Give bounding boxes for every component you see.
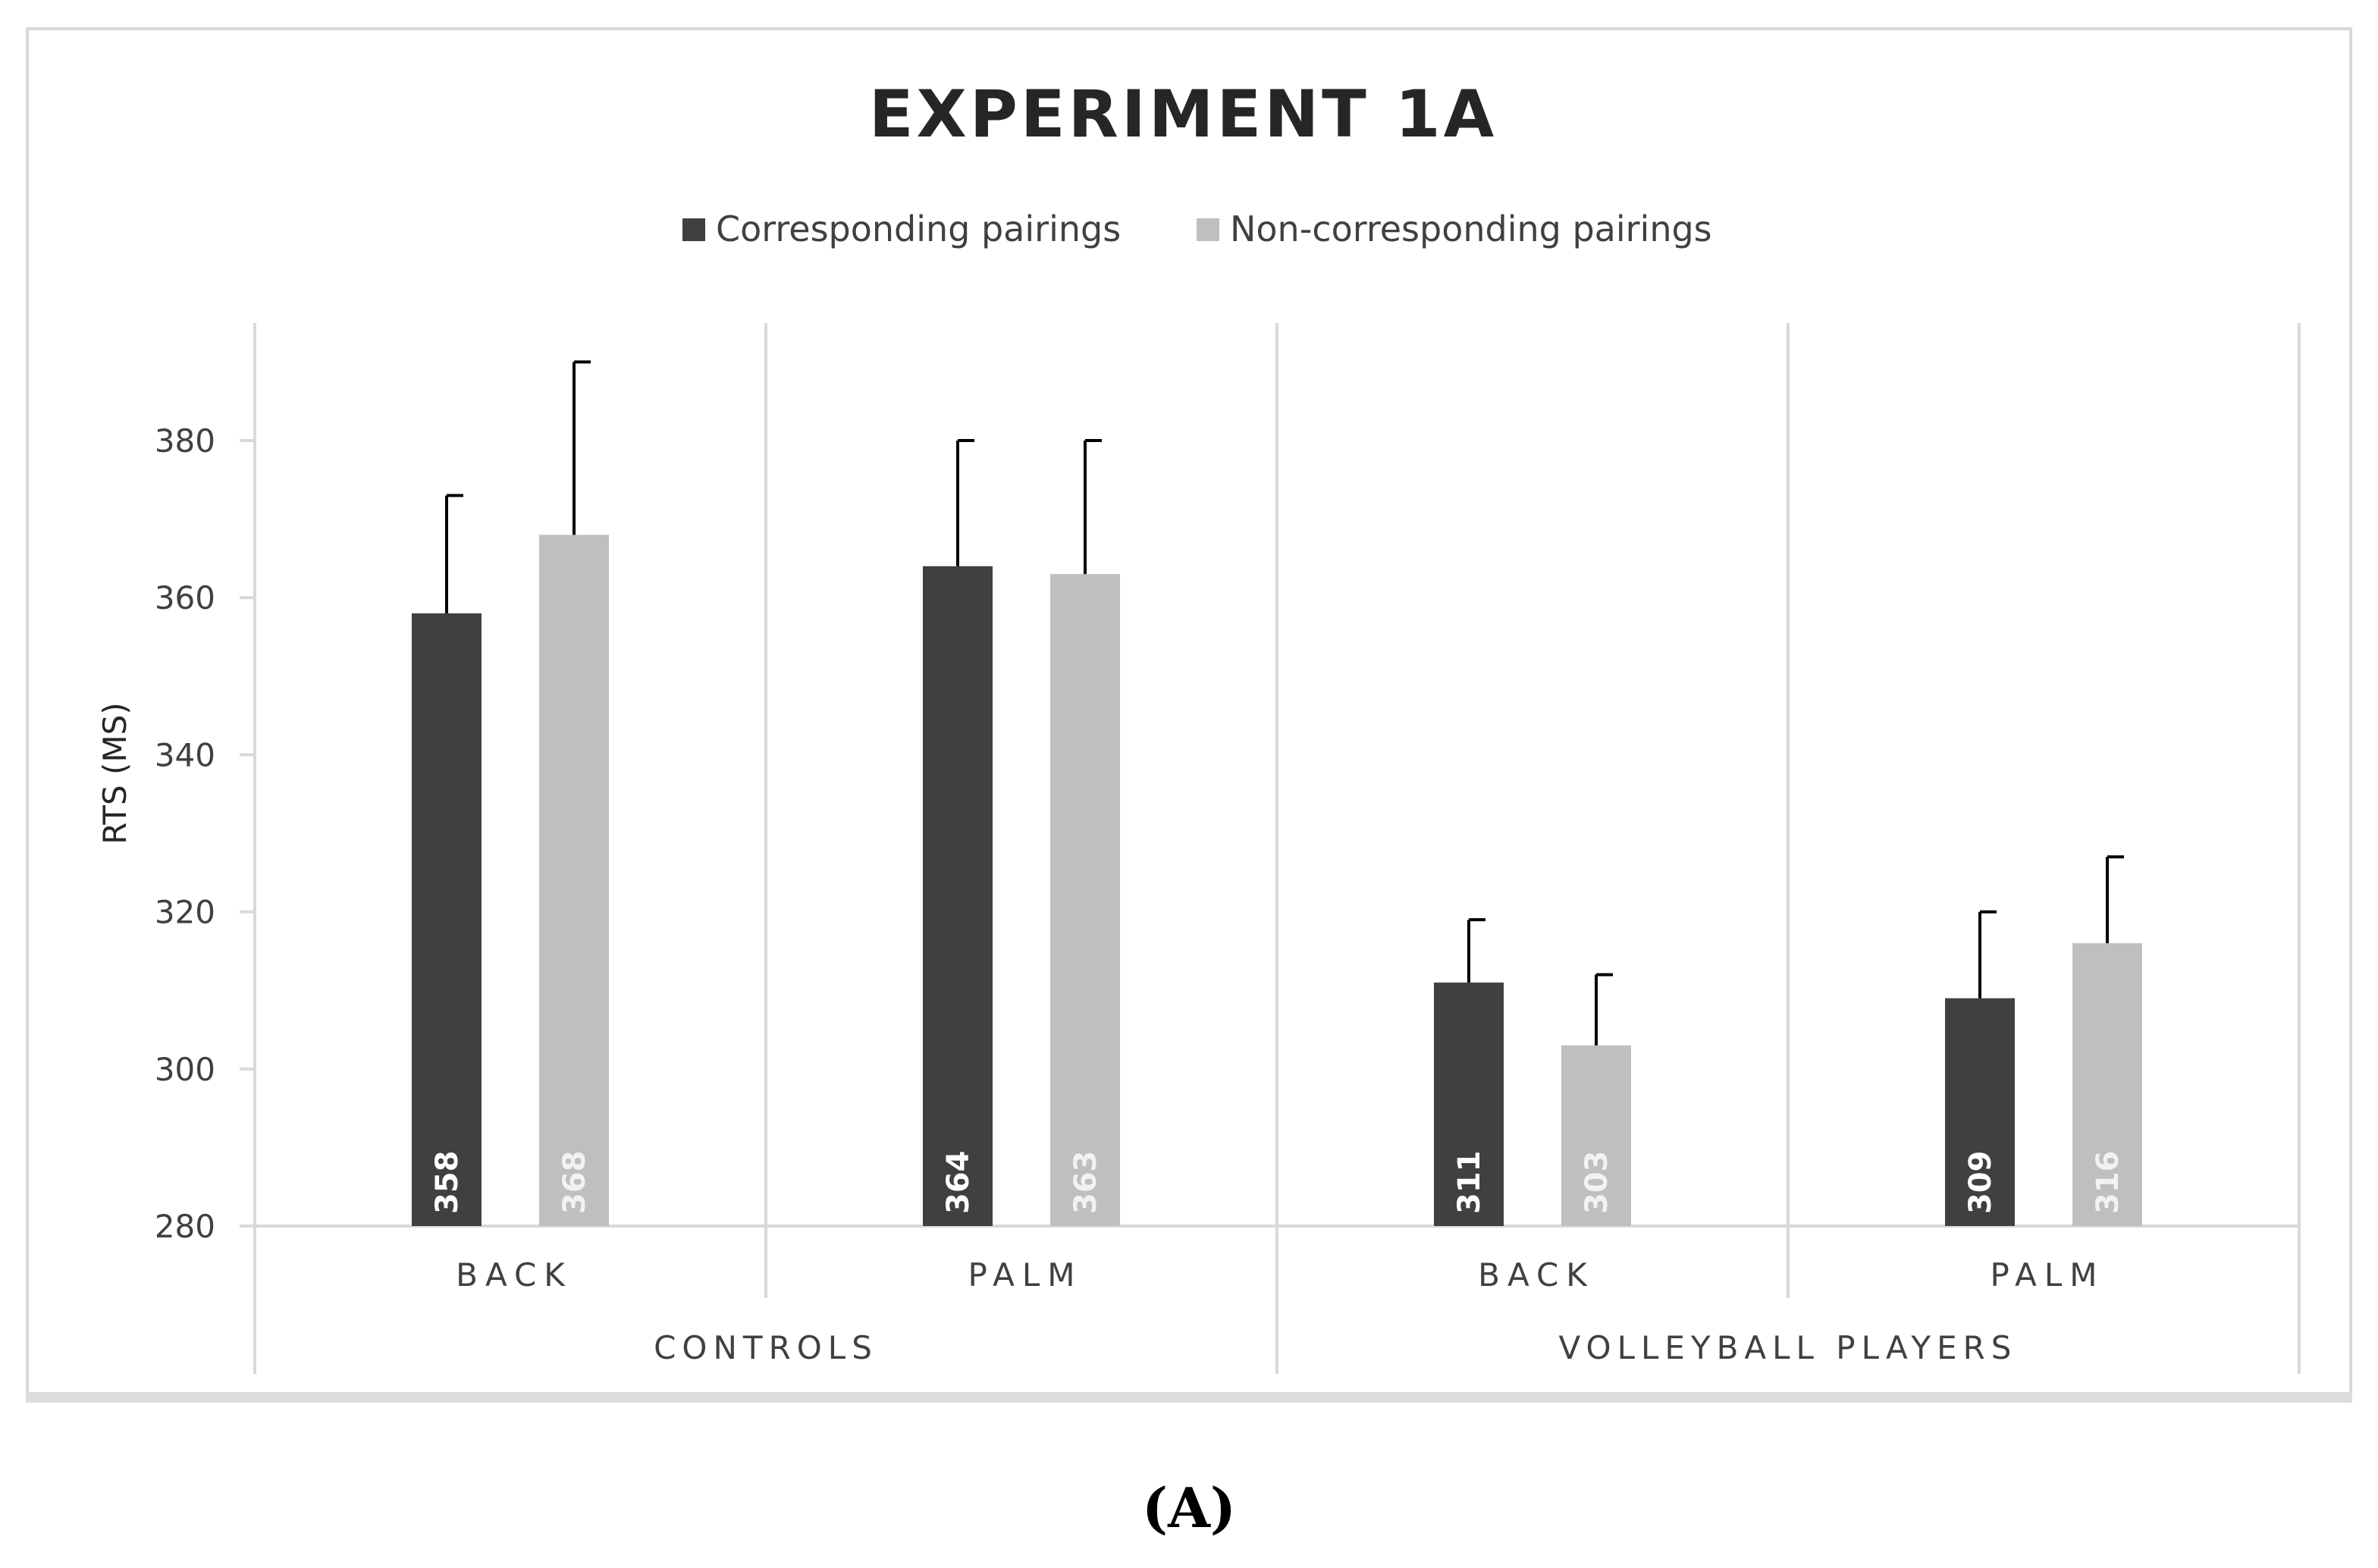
category-labels: BACK PALM BACK PALM — [456, 1256, 2104, 1294]
category-label: PALM — [968, 1256, 1082, 1294]
legend-swatch-corresponding — [682, 218, 705, 241]
bar-corresponding — [1434, 982, 1504, 1226]
data-label: 358 — [430, 1151, 465, 1215]
chart-bottom-band — [26, 1392, 2352, 1403]
data-label: 311 — [1452, 1151, 1487, 1215]
category-label: PALM — [1990, 1256, 2104, 1294]
data-label: 368 — [557, 1151, 592, 1215]
y-axis-ticks: 280 300 320 340 360 380 — [155, 422, 255, 1245]
data-labels: 358 368 364 363 311 303 309 316 — [430, 1151, 2125, 1215]
bars — [412, 535, 2142, 1226]
bar-non-corresponding — [539, 535, 609, 1226]
y-tick-label: 340 — [155, 736, 215, 773]
y-tick-label: 280 — [155, 1208, 215, 1245]
data-label: 309 — [1963, 1151, 1998, 1215]
data-label: 364 — [941, 1151, 976, 1215]
bar-corresponding — [923, 566, 993, 1226]
error-bars — [445, 360, 2124, 1046]
panel-caption: (A) — [1142, 1475, 1236, 1540]
legend-label-corresponding: Corresponding pairings — [716, 209, 1121, 249]
data-label: 316 — [2091, 1151, 2125, 1215]
bar-non-corresponding — [1561, 1045, 1631, 1226]
y-tick-label: 320 — [155, 894, 215, 931]
y-tick-label: 380 — [155, 422, 215, 459]
data-label: 303 — [1580, 1151, 1614, 1215]
category-label: BACK — [1478, 1256, 1595, 1294]
data-label: 363 — [1068, 1151, 1103, 1215]
group-label: CONTROLS — [654, 1329, 878, 1366]
legend-swatch-non-corresponding — [1197, 218, 1219, 241]
group-labels: CONTROLS VOLLEYBALL PLAYERS — [654, 1329, 2018, 1366]
legend: Corresponding pairings Non-corresponding… — [682, 209, 1712, 249]
y-tick-label: 360 — [155, 579, 215, 616]
bar-chart: EXPERIMENT 1A Corresponding pairings Non… — [96, 77, 2301, 1374]
group-label: VOLLEYBALL PLAYERS — [1559, 1329, 2018, 1366]
y-tick-label: 300 — [155, 1051, 215, 1088]
bar-non-corresponding — [2072, 943, 2142, 1226]
bar-non-corresponding — [1050, 574, 1120, 1226]
bar-corresponding — [1945, 998, 2015, 1226]
category-label: BACK — [456, 1256, 573, 1294]
chart-title: EXPERIMENT 1A — [869, 77, 1497, 152]
y-axis-label: RTS (MS) — [96, 702, 133, 844]
legend-label-non-corresponding: Non-corresponding pairings — [1230, 209, 1712, 249]
bar-corresponding — [412, 613, 482, 1226]
